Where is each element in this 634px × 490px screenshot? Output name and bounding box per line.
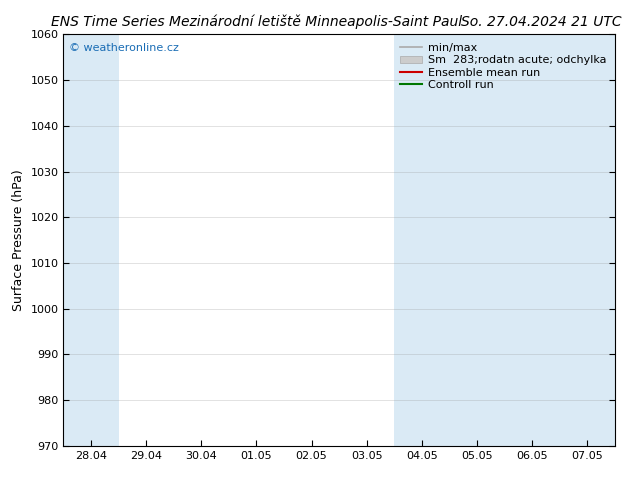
Text: © weatheronline.cz: © weatheronline.cz	[69, 43, 179, 52]
Text: So. 27.04.2024 21 UTC: So. 27.04.2024 21 UTC	[461, 15, 621, 29]
Bar	[63, 34, 119, 446]
Bar	[394, 34, 505, 446]
Legend: min/max, Sm  283;rodatn acute; odchylka, Ensemble mean run, Controll run: min/max, Sm 283;rodatn acute; odchylka, …	[396, 40, 609, 93]
Bar	[505, 34, 615, 446]
Y-axis label: Surface Pressure (hPa): Surface Pressure (hPa)	[12, 169, 25, 311]
Text: ENS Time Series Mezinárodní letiště Minneapolis-Saint Paul: ENS Time Series Mezinárodní letiště Minn…	[51, 15, 462, 29]
